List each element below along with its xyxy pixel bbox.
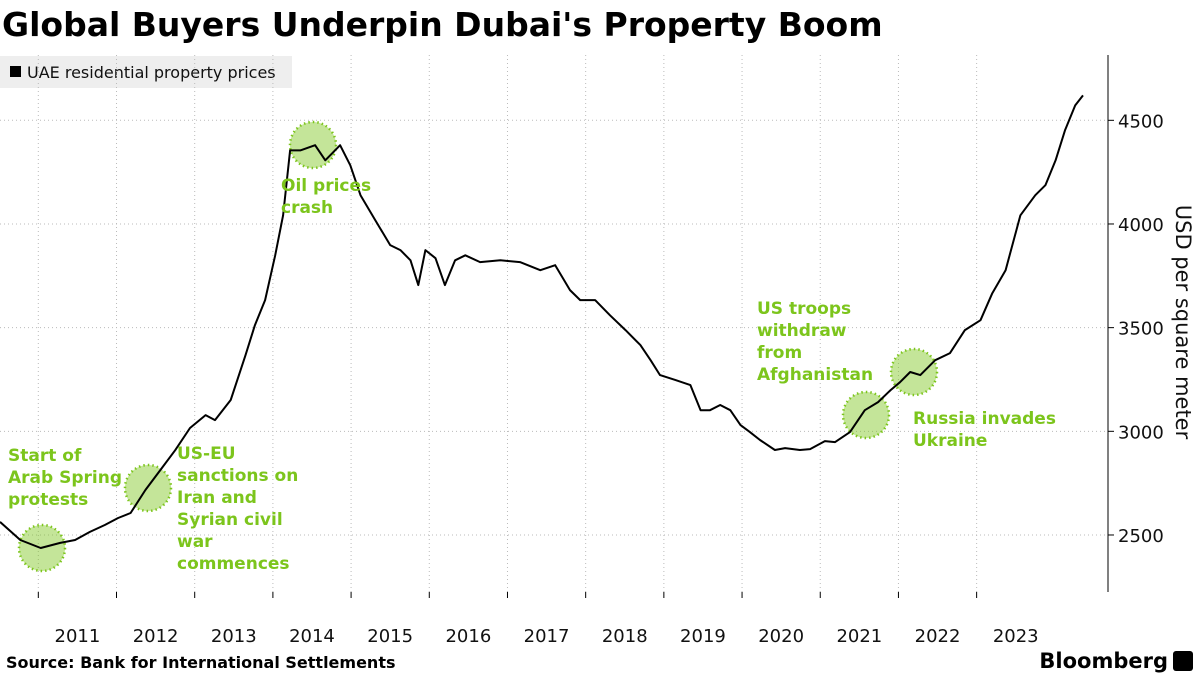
annotation-line: Oil prices bbox=[281, 176, 371, 196]
annotation-line: war bbox=[177, 532, 213, 552]
x-tick-label: 2018 bbox=[602, 626, 648, 647]
annotation-line: Syrian civil bbox=[177, 510, 283, 530]
x-tick-label: 2013 bbox=[211, 626, 257, 647]
y-tick-label: 3000 bbox=[1118, 422, 1164, 443]
legend-swatch bbox=[10, 66, 21, 77]
legend-box bbox=[0, 56, 292, 88]
x-tick-label: 2015 bbox=[367, 626, 413, 647]
annotation-line: US-EU bbox=[177, 444, 236, 464]
annotation-line: commences bbox=[177, 554, 290, 574]
legend-label: UAE residential property prices bbox=[27, 63, 276, 82]
y-tick-label: 4000 bbox=[1118, 215, 1164, 236]
chart-title: Global Buyers Underpin Dubai's Property … bbox=[2, 5, 883, 44]
annotation-line: protests bbox=[8, 490, 88, 510]
highlight-circle bbox=[889, 347, 939, 397]
annotation-line: sanctions on bbox=[177, 466, 298, 486]
annotation-line: Iran and bbox=[177, 488, 257, 508]
x-tick-label: 2020 bbox=[758, 626, 804, 647]
x-tick-label: 2014 bbox=[289, 626, 335, 647]
source: Source: Bank for International Settlemen… bbox=[6, 653, 396, 672]
y-tick-label: 4500 bbox=[1118, 111, 1164, 132]
annotation: Russia invades Ukraine bbox=[913, 409, 1056, 451]
x-tick-label: 2023 bbox=[993, 626, 1039, 647]
annotation-line: Arab Spring bbox=[8, 468, 122, 488]
brand-icon bbox=[1173, 651, 1193, 671]
x-tick-label: 2021 bbox=[836, 626, 882, 647]
annotation: US-EU sanctions on Iran and Syrian civil war… bbox=[177, 444, 298, 574]
annotation-line: US troops bbox=[757, 299, 851, 319]
annotation-line: Russia invades bbox=[913, 409, 1056, 429]
annotation: Start of Arab Spring protests bbox=[8, 446, 122, 510]
annotation-line: from bbox=[757, 343, 802, 363]
annotation-line: withdraw bbox=[757, 321, 847, 341]
annotation: US troops withdraw from Afghanistan bbox=[757, 299, 873, 385]
brand: Bloomberg bbox=[1039, 649, 1168, 673]
x-tick-label: 2019 bbox=[680, 626, 726, 647]
annotation-line: crash bbox=[281, 198, 333, 218]
y-tick-label: 2500 bbox=[1118, 526, 1164, 547]
annotation: Oil prices crash bbox=[281, 176, 371, 218]
price-line bbox=[0, 94, 1084, 549]
x-tick-label: 2017 bbox=[524, 626, 570, 647]
y-tick-label: 3500 bbox=[1118, 319, 1164, 340]
x-tick-label: 2016 bbox=[445, 626, 491, 647]
x-tick-label: 2011 bbox=[55, 626, 101, 647]
annotation-line: Afghanistan bbox=[757, 365, 873, 385]
legend: UAE residential property prices bbox=[0, 56, 292, 88]
x-tick-label: 2022 bbox=[915, 626, 961, 647]
y-axis-label: USD per square meter bbox=[1171, 205, 1195, 440]
annotation-line: Ukraine bbox=[913, 431, 987, 451]
annotation-line: Start of bbox=[8, 446, 82, 466]
x-tick-label: 2012 bbox=[133, 626, 179, 647]
